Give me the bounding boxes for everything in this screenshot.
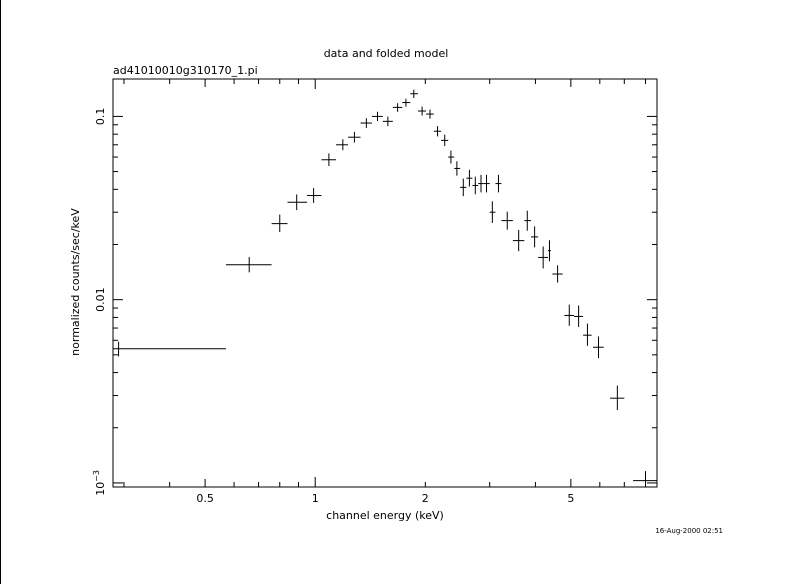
data-point — [495, 174, 502, 193]
data-point — [307, 187, 322, 203]
data-point — [478, 174, 484, 193]
data-point — [321, 153, 337, 167]
data-point — [448, 150, 455, 164]
data-point — [593, 336, 604, 359]
x-tick-label: 5 — [567, 492, 574, 505]
data-point — [548, 240, 551, 262]
data-point — [410, 89, 418, 99]
plot-frame — [112, 78, 658, 488]
data-point — [583, 323, 592, 346]
chart-subtitle: ad41010010g310170_1.pi — [113, 64, 258, 77]
tick-labels: 0.5 1 2 5 0.1 0.01 10−3 — [92, 108, 574, 505]
chart-title: data and folded model — [324, 47, 449, 60]
y-tick-label: 10−3 — [92, 470, 107, 496]
data-point — [392, 103, 403, 112]
data-point — [483, 174, 490, 193]
data-point — [524, 210, 531, 231]
data-point — [530, 226, 539, 248]
data-point — [489, 201, 496, 224]
data-point — [501, 211, 513, 230]
data-point — [472, 176, 479, 195]
data-point — [633, 471, 657, 487]
data-points — [113, 89, 657, 487]
data-point — [417, 106, 427, 116]
data-point — [441, 134, 449, 147]
data-point — [402, 98, 411, 107]
data-point — [466, 169, 473, 187]
data-point — [538, 246, 549, 269]
data-point — [454, 161, 461, 176]
data-point — [564, 304, 575, 326]
data-point — [113, 341, 226, 357]
data-point — [610, 385, 625, 410]
data-point — [225, 256, 272, 273]
data-point — [433, 126, 442, 137]
data-point — [552, 265, 563, 283]
x-tick-label: 1 — [312, 492, 319, 505]
x-tick-label: 2 — [422, 492, 429, 505]
y-axis-label: normalized counts/sec/keV — [69, 208, 82, 356]
axis-ticks — [113, 79, 657, 487]
data-point — [287, 194, 308, 211]
data-point — [348, 131, 361, 143]
y-tick-label: 0.1 — [94, 108, 107, 126]
data-point — [382, 116, 393, 127]
timestamp: 16-Aug-2000 02:51 — [655, 527, 723, 535]
window-left-edge — [0, 0, 1, 584]
data-point — [512, 229, 525, 252]
data-point — [336, 139, 349, 151]
data-point — [271, 214, 288, 233]
data-point — [372, 111, 383, 121]
data-point — [426, 109, 434, 119]
data-point — [360, 118, 373, 128]
data-point — [574, 305, 584, 327]
y-tick-label: 0.01 — [94, 287, 107, 312]
x-tick-label: 0.5 — [196, 492, 214, 505]
data-point — [460, 178, 467, 197]
x-axis-label: channel energy (keV) — [326, 509, 444, 522]
